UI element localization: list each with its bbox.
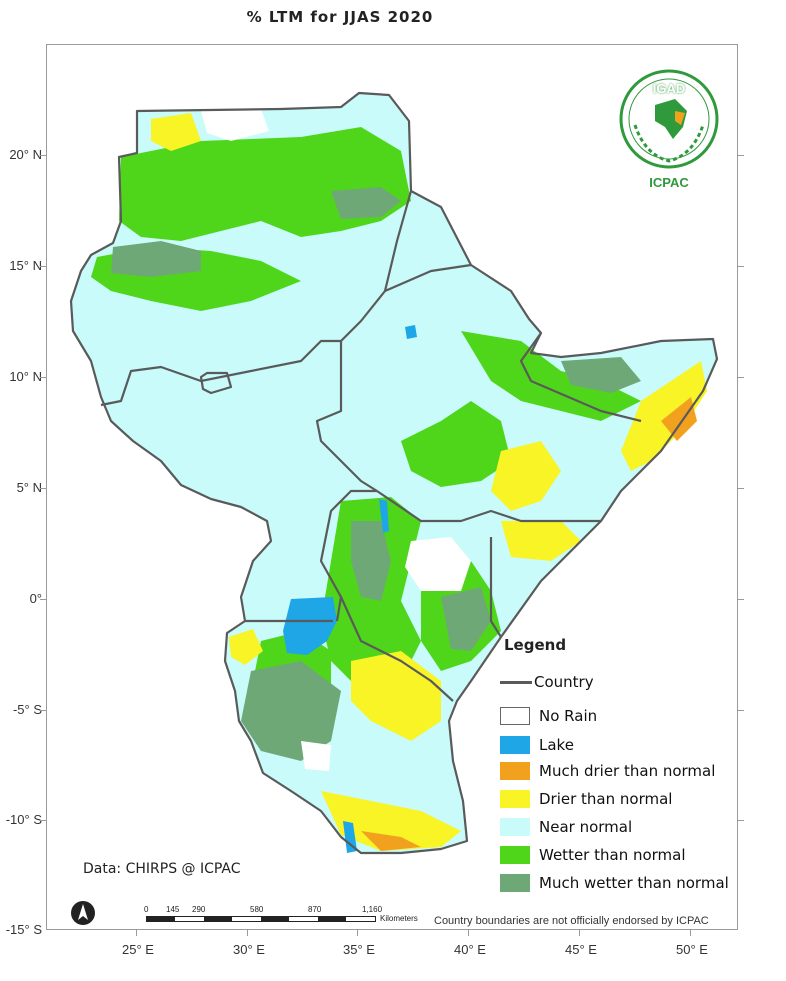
legend-swatch — [500, 818, 530, 836]
x-tick-label: 30° E — [233, 942, 265, 957]
country-line-swatch — [500, 680, 532, 684]
y-tick-label: 5° N — [16, 480, 42, 495]
lake-regions — [283, 325, 417, 853]
north-arrow-icon — [71, 901, 95, 925]
legend-item-near-normal: Near normal — [500, 817, 632, 837]
legend-item-drier: Drier than normal — [500, 789, 672, 809]
much-wetter-than-normal-regions — [111, 187, 641, 761]
legend-item-wetter: Wetter than normal — [500, 845, 686, 865]
data-credit: Data: CHIRPS @ ICPAC — [83, 861, 241, 877]
scale-label: 580 — [250, 905, 264, 914]
map-title: % LTM for JJAS 2020 — [246, 8, 434, 26]
disclaimer: Country boundaries are not officially en… — [434, 915, 709, 927]
legend-swatch — [500, 790, 530, 808]
no-rain-regions — [201, 109, 471, 771]
scale-label: 1,160 — [362, 905, 383, 914]
legend-country-row: Country — [500, 672, 594, 692]
legend-label: Drier than normal — [539, 790, 673, 808]
legend-swatch — [500, 707, 530, 725]
scale-label: 145 — [166, 905, 180, 914]
scale-bar-graphic — [146, 916, 376, 922]
country-borders — [69, 91, 719, 855]
x-tick-label: 35° E — [343, 942, 375, 957]
legend-swatch — [500, 874, 530, 892]
scale-unit: Kilometers — [380, 914, 418, 923]
legend-label: Lake — [539, 736, 574, 754]
legend-label: Near normal — [539, 818, 633, 836]
x-tick-label: 50° E — [676, 942, 708, 957]
x-tick-label: 25° E — [122, 942, 154, 957]
legend-title: Legend — [504, 636, 567, 654]
x-tick-label: 40° E — [454, 942, 486, 957]
much-drier-than-normal-regions — [361, 397, 697, 851]
scale-label: 870 — [308, 905, 322, 914]
icpac-logo-text: ICPAC — [649, 175, 689, 190]
legend-swatch — [500, 736, 530, 754]
legend-label: Wetter than normal — [539, 846, 686, 864]
legend-label: No Rain — [539, 707, 598, 725]
legend-item-much-wetter: Much wetter than normal — [500, 873, 729, 893]
igad-logo: IGAD ICPAC — [615, 65, 723, 195]
legend-country-label: Country — [534, 673, 594, 691]
igad-logo-text: IGAD — [652, 81, 686, 96]
y-tick-label: 15° N — [9, 258, 42, 273]
scale-label: 0 — [144, 905, 149, 914]
y-tick-label: 0° — [29, 591, 42, 606]
y-tick-label: -10° S — [5, 812, 42, 827]
map-canvas — [69, 91, 719, 855]
legend-swatch — [500, 846, 530, 864]
drier-than-normal-regions — [151, 113, 707, 851]
y-tick-label: 20° N — [9, 147, 42, 162]
y-tick-label: -15° S — [5, 922, 42, 937]
legend-item-no-rain: No Rain — [500, 706, 597, 726]
map-frame: IGAD ICPAC — [46, 44, 738, 930]
y-tick-label: 10° N — [9, 369, 42, 384]
legend-label: Much wetter than normal — [539, 874, 729, 892]
legend-item-lake: Lake — [500, 735, 574, 755]
y-tick-label: -5° S — [12, 702, 42, 717]
legend-label: Much drier than normal — [539, 762, 716, 780]
igad-emblem-icon — [619, 69, 719, 169]
x-tick-label: 45° E — [565, 942, 597, 957]
legend-item-much-drier: Much drier than normal — [500, 761, 715, 781]
scale-label: 290 — [192, 905, 206, 914]
legend-swatch — [500, 762, 530, 780]
